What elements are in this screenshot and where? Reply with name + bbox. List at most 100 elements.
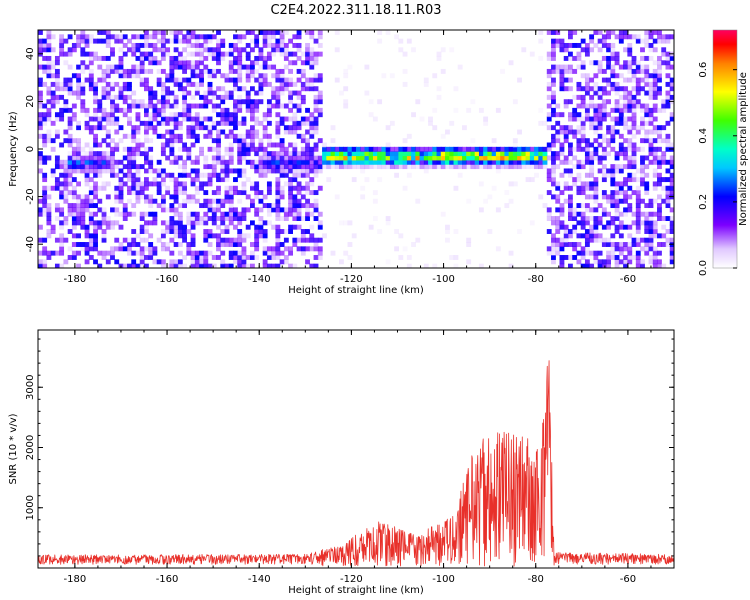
- heatmap-cell: [148, 203, 154, 209]
- heatmap-cell: [300, 164, 306, 170]
- heatmap-cell: [194, 259, 200, 265]
- heatmap-cell: [203, 38, 209, 44]
- heatmap-cell: [347, 159, 353, 165]
- heatmap-cell: [614, 181, 620, 187]
- heatmap-cell: [300, 194, 306, 200]
- heatmap-cell: [623, 177, 628, 183]
- heatmap-cell: [572, 155, 578, 161]
- heatmap-cell: [351, 146, 357, 152]
- heatmap-cell: [347, 151, 353, 157]
- heatmap-cell: [538, 146, 544, 152]
- heatmap-cell: [160, 38, 166, 44]
- heatmap-cell: [657, 107, 662, 113]
- heatmap-cell: [555, 155, 561, 161]
- heatmap-cell: [669, 250, 674, 256]
- heatmap-cell: [88, 73, 94, 79]
- heatmap-cell: [271, 73, 277, 79]
- heatmap-cell: [101, 38, 107, 44]
- heatmap-cell: [644, 229, 650, 234]
- heatmap-cell: [521, 146, 527, 152]
- heatmap-cell: [640, 55, 645, 61]
- heatmap-cell: [67, 90, 73, 96]
- heatmap-cell: [182, 64, 187, 70]
- heatmap-cell: [640, 86, 645, 92]
- heatmap-cell: [67, 229, 73, 234]
- heatmap-cell: [610, 172, 616, 178]
- heatmap-cell: [169, 90, 175, 96]
- heatmap-cell: [122, 133, 128, 139]
- heatmap-cell: [114, 64, 120, 70]
- heatmap-cell: [614, 120, 620, 126]
- heatmap-cell: [135, 151, 141, 157]
- heatmap-cell: [440, 151, 446, 157]
- heatmap-cell: [46, 64, 52, 70]
- heatmap-cell: [623, 246, 628, 252]
- heatmap-cell: [118, 60, 124, 66]
- heatmap-cell: [207, 125, 213, 131]
- heatmap-cell: [88, 233, 94, 239]
- heatmap-cell: [177, 138, 183, 144]
- heatmap-cell: [271, 255, 277, 260]
- heatmap-cell: [233, 103, 238, 109]
- heatmap-cell: [305, 142, 310, 148]
- heatmap-cell: [661, 47, 667, 53]
- heatmap-cell: [194, 90, 200, 96]
- heatmap-cell: [606, 47, 611, 53]
- heatmap-cell: [551, 125, 556, 131]
- heatmap-cell: [182, 86, 187, 92]
- heatmap-cell: [279, 103, 285, 109]
- heatmap-cell: [635, 103, 641, 109]
- heatmap-cell: [317, 94, 323, 100]
- heatmap-cell: [525, 146, 531, 152]
- heatmap-cell: [339, 151, 344, 157]
- heatmap-cell: [63, 77, 69, 83]
- heatmap-cell: [275, 177, 281, 183]
- heatmap-cell: [177, 86, 183, 92]
- heatmap-cell: [84, 172, 90, 178]
- heatmap-cell: [610, 246, 616, 252]
- heatmap-cell: [84, 151, 90, 157]
- heatmap-cell: [233, 207, 238, 213]
- heatmap-cell: [169, 138, 175, 144]
- heatmap-cell: [165, 86, 171, 92]
- heatmap-cell: [173, 125, 179, 131]
- heatmap-cell: [177, 224, 183, 230]
- heatmap-cell: [334, 155, 340, 161]
- heatmap-cell: [606, 255, 611, 260]
- heatmap-cell: [54, 129, 60, 135]
- heatmap-cell: [508, 146, 514, 152]
- heatmap-cell: [250, 138, 255, 144]
- heatmap-cell: [356, 159, 361, 165]
- heatmap-cell: [148, 125, 154, 131]
- heatmap-cell: [546, 116, 552, 122]
- heatmap-cell: [127, 164, 132, 170]
- heatmap-cell: [237, 34, 243, 40]
- heatmap-cell: [173, 64, 179, 70]
- heatmap-cell: [275, 233, 281, 239]
- heatmap-cell: [169, 116, 175, 122]
- heatmap-cell: [118, 107, 124, 113]
- heatmap-cell: [343, 99, 349, 105]
- heatmap-cell: [546, 112, 552, 118]
- heatmap-cell: [419, 116, 425, 122]
- heatmap-cell: [559, 73, 565, 79]
- heatmap-cell: [169, 151, 175, 157]
- heatmap-cell: [148, 250, 154, 256]
- heatmap-cell: [657, 216, 662, 221]
- heatmap-cell: [593, 125, 599, 131]
- heatmap-cell: [631, 68, 637, 74]
- heatmap-cell: [131, 125, 137, 131]
- heatmap-cell: [224, 146, 230, 152]
- heatmap-cell: [593, 190, 599, 196]
- heatmap-cell: [529, 155, 535, 161]
- heatmap-cell: [618, 133, 624, 139]
- heatmap-cell: [105, 90, 111, 96]
- heatmap-cell: [97, 77, 103, 83]
- heatmap-cell: [568, 42, 573, 48]
- heatmap-cell: [618, 120, 624, 126]
- heatmap-cell: [250, 164, 255, 170]
- heatmap-cell: [584, 142, 590, 148]
- heatmap-cell: [250, 142, 255, 148]
- heatmap-cell: [250, 30, 255, 35]
- heatmap-cell: [614, 185, 620, 191]
